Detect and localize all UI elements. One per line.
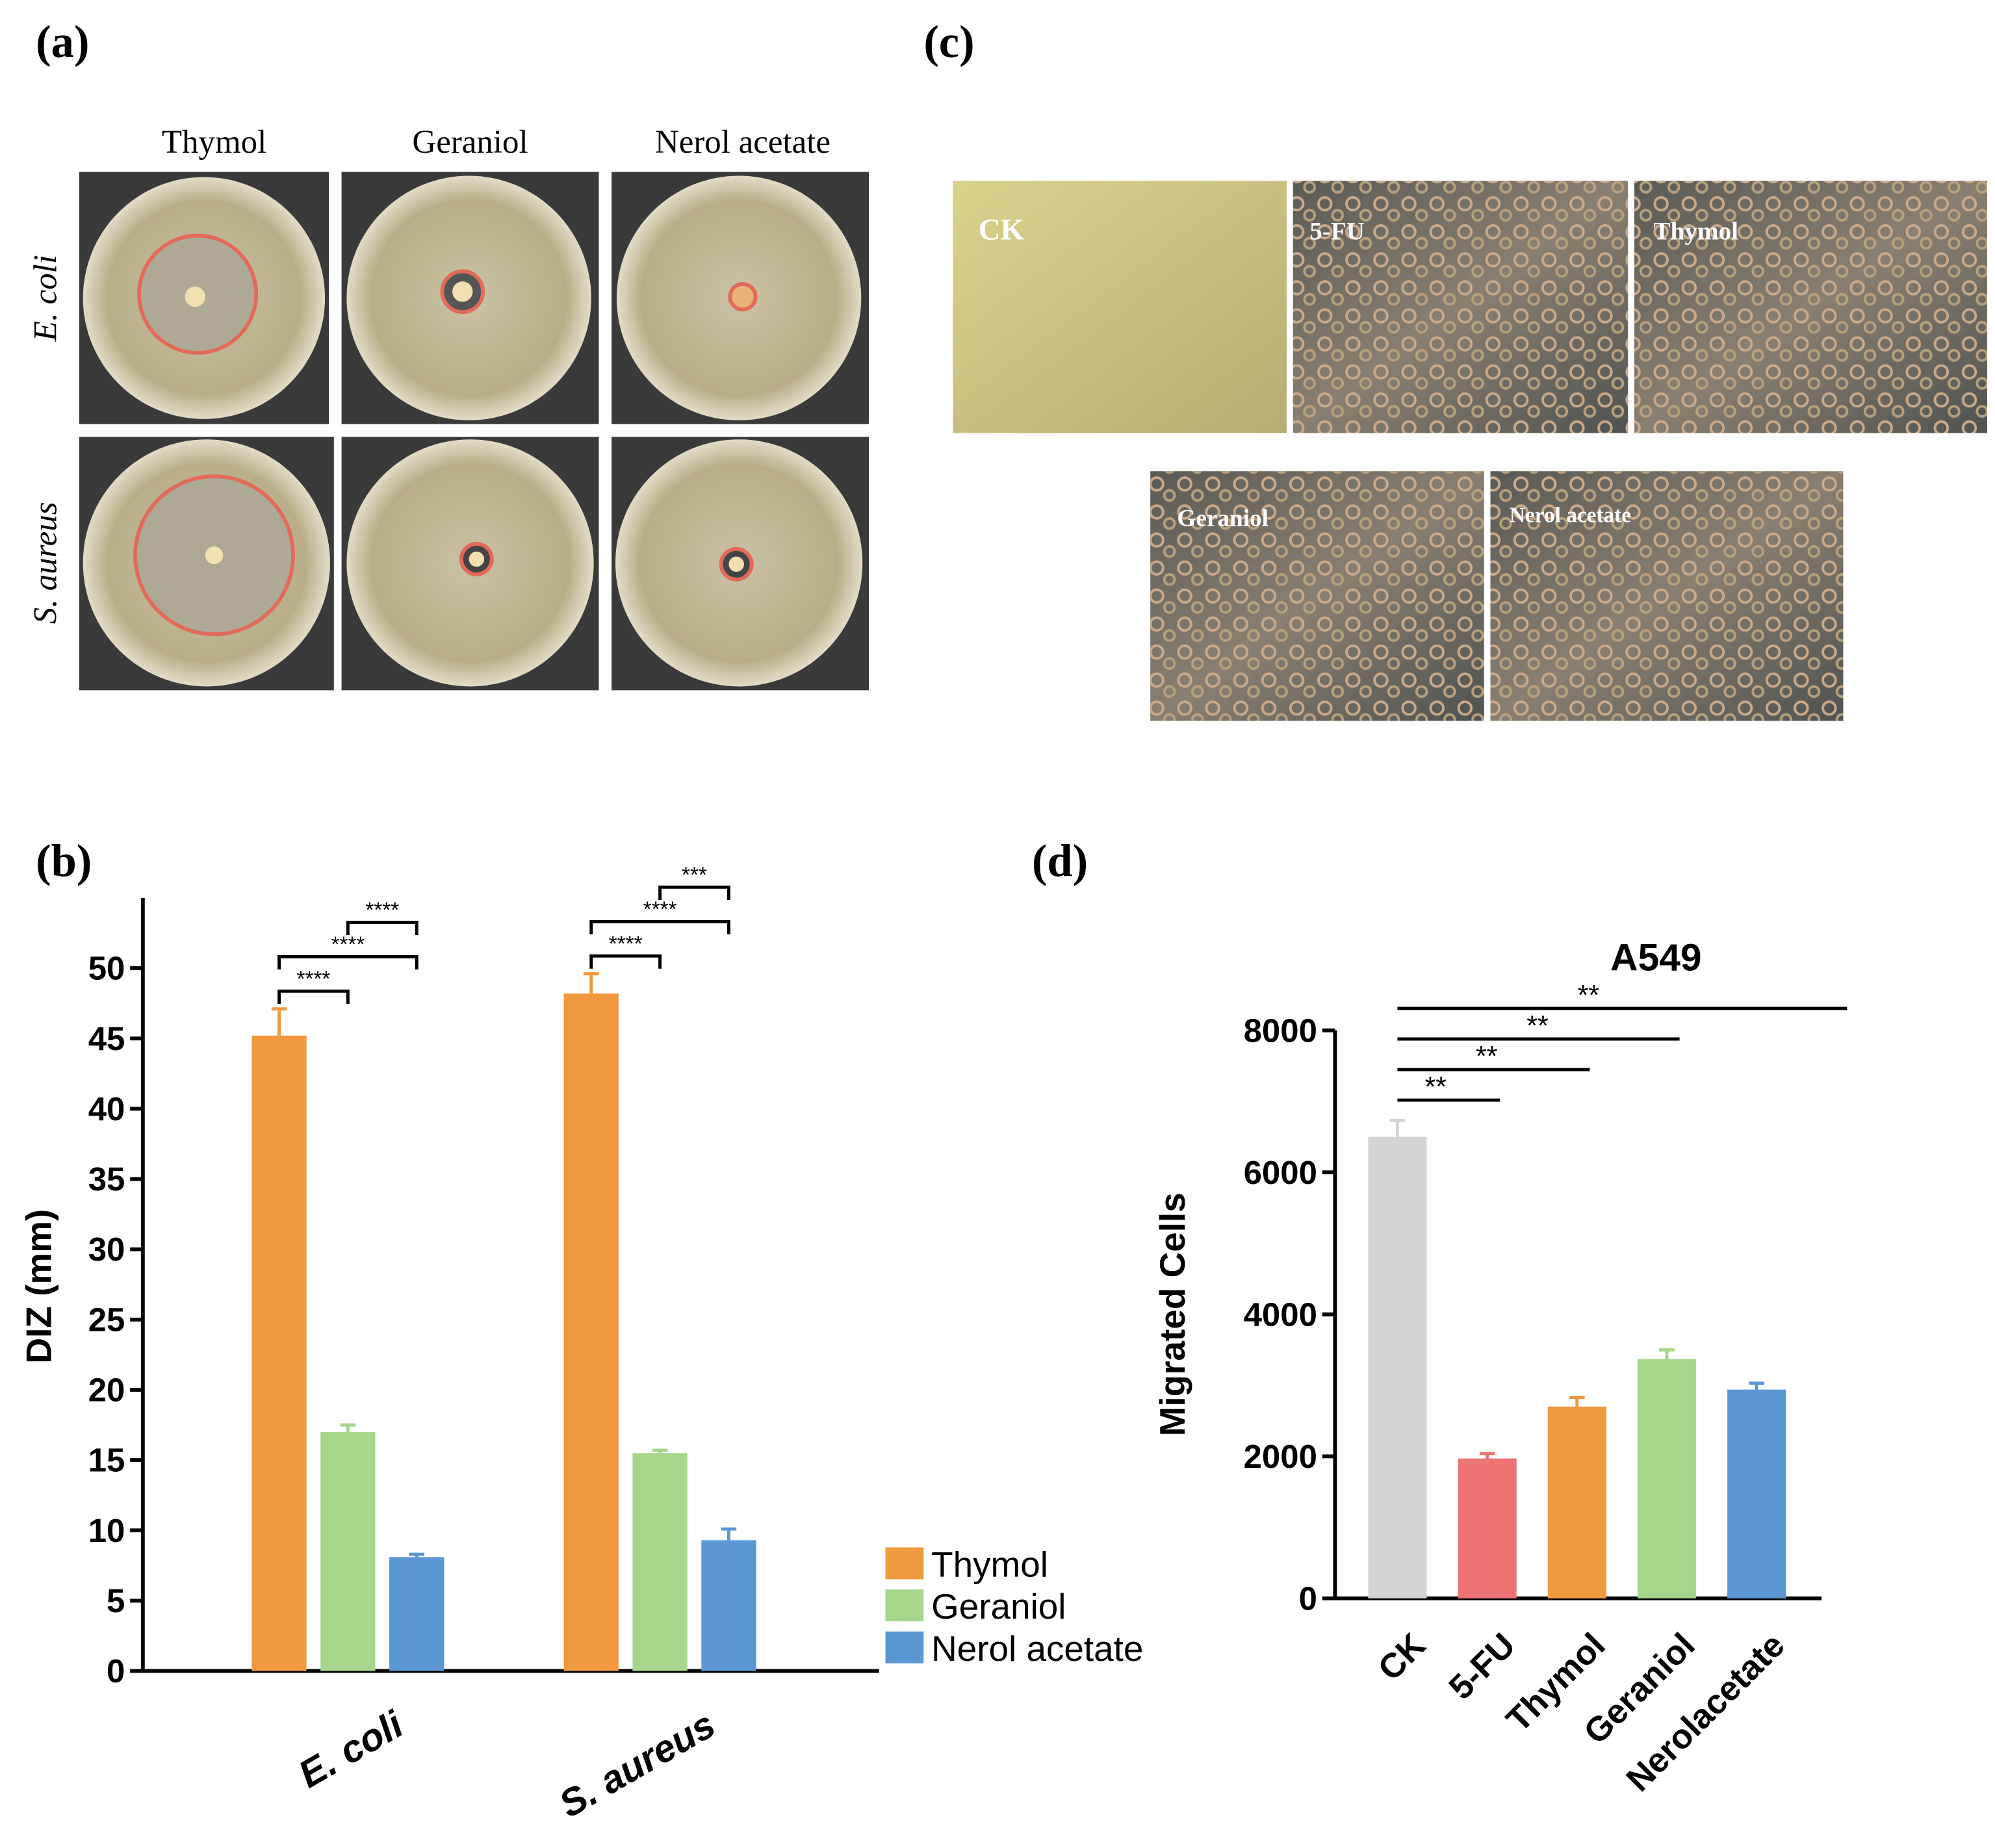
legend-swatch — [885, 1589, 924, 1622]
error-bar — [340, 1423, 356, 1432]
significance-label: ** — [1476, 1041, 1498, 1072]
y-tick-label: 0 — [1299, 1580, 1317, 1617]
error-bar — [583, 972, 599, 994]
y-tick-label: 5 — [107, 1582, 125, 1619]
bar — [701, 1540, 756, 1671]
image-label: Thymol — [1653, 217, 1738, 245]
y-axis-label: Migrated Cells — [1152, 1192, 1192, 1436]
plate-photos — [79, 172, 869, 691]
y-tick-label: 6000 — [1244, 1154, 1317, 1191]
image-label: CK — [979, 212, 1025, 246]
significance-bracket — [277, 989, 350, 1004]
significance-bracket — [589, 919, 730, 934]
y-tick-label: 25 — [88, 1301, 125, 1338]
row-label: E. coli — [28, 255, 64, 342]
bar — [563, 993, 619, 1671]
bar — [1727, 1389, 1786, 1598]
panel-label: (b) — [36, 836, 92, 886]
y-tick-label: 8000 — [1244, 1012, 1317, 1049]
significance-bracket — [658, 885, 730, 900]
bar — [1637, 1359, 1697, 1598]
y-tick-label: 2000 — [1244, 1438, 1317, 1475]
panel-label: (d) — [1032, 836, 1088, 886]
image-label: Geraniol — [1177, 505, 1268, 532]
column-header: Geraniol — [412, 124, 528, 160]
y-tick-label: 50 — [88, 950, 125, 987]
y-tick-label: 0 — [107, 1652, 125, 1689]
legend-swatch — [885, 1547, 924, 1580]
x-tick-label: E. coli — [292, 1703, 411, 1797]
significance-label: ** — [1578, 980, 1600, 1011]
image-label: Nerol acetate — [1510, 504, 1631, 528]
error-bar — [409, 1552, 424, 1558]
significance-label: ** — [1526, 1010, 1549, 1042]
panel-c: CK 5-FU Thymol Geraniol Nerol acetate — [953, 181, 1987, 721]
significance-label: **** — [365, 899, 399, 923]
error-bar — [1389, 1118, 1406, 1137]
bar — [1547, 1406, 1606, 1598]
x-tick-label: 5-FU — [1441, 1626, 1523, 1707]
significance-label: **** — [609, 932, 643, 956]
y-tick-label: 4000 — [1244, 1296, 1317, 1333]
y-tick-label: 10 — [88, 1512, 125, 1549]
panel-label: (a) — [36, 17, 89, 68]
panel-a: Thymol Geraniol Nerol acetate E. coli S.… — [28, 124, 869, 691]
chart-title: A549 — [1610, 937, 1702, 979]
significance-label: *** — [682, 864, 707, 888]
column-header: Thymol — [162, 124, 266, 160]
micrograph — [953, 181, 1287, 433]
bar — [632, 1453, 688, 1671]
legend-label: Thymol — [931, 1545, 1048, 1585]
error-bar — [1659, 1348, 1675, 1359]
error-bar — [1569, 1396, 1585, 1407]
error-bar — [271, 1007, 287, 1036]
row-label: S. aureus — [28, 502, 64, 624]
significance-bracket — [346, 920, 418, 936]
x-tick-label: Nerolacetate — [1619, 1626, 1792, 1799]
significance-bracket — [589, 954, 662, 969]
panel-label: (c) — [923, 17, 974, 68]
y-tick-label: 20 — [88, 1372, 125, 1409]
y-tick-label: 40 — [88, 1090, 125, 1127]
legend-swatch — [885, 1631, 924, 1663]
significance-label: **** — [331, 933, 365, 957]
error-bar — [652, 1448, 668, 1454]
x-tick-label: CK — [1371, 1626, 1433, 1688]
bar — [251, 1035, 307, 1671]
y-tick-label: 30 — [88, 1231, 125, 1268]
legend-label: Nerol acetate — [931, 1628, 1143, 1669]
significance-bracket — [277, 955, 418, 969]
y-axis-label: DIZ (mm) — [19, 1209, 59, 1364]
legend-label: Geraniol — [931, 1586, 1066, 1626]
bar — [389, 1557, 444, 1671]
significance-label: **** — [643, 897, 677, 921]
bar — [320, 1431, 376, 1671]
significance-label: **** — [297, 967, 331, 991]
error-bar — [721, 1527, 737, 1541]
x-tick-label: S. aureus — [552, 1703, 723, 1826]
bar — [1368, 1136, 1427, 1598]
column-header: Nerol acetate — [655, 124, 830, 160]
bar — [1458, 1458, 1517, 1598]
y-tick-label: 35 — [88, 1161, 125, 1198]
image-label: 5-FU — [1309, 217, 1365, 245]
error-bar — [1749, 1381, 1764, 1390]
error-bar — [1479, 1452, 1495, 1459]
significance-label: ** — [1424, 1072, 1447, 1103]
y-tick-label: 45 — [88, 1020, 125, 1057]
y-tick-label: 15 — [88, 1442, 125, 1479]
